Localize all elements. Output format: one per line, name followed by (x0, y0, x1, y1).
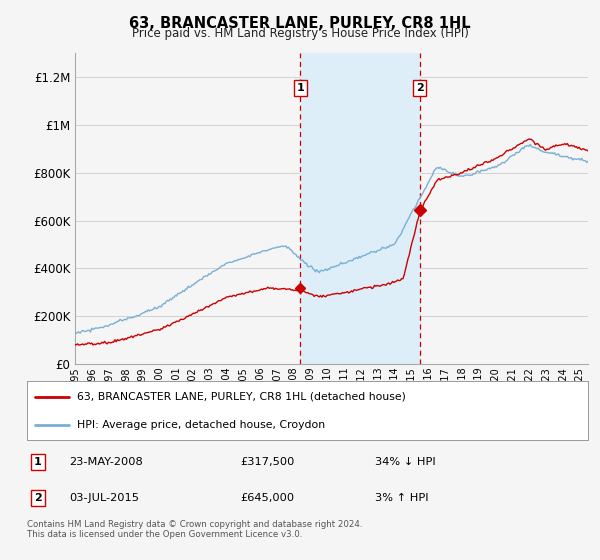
Text: 23-MAY-2008: 23-MAY-2008 (69, 457, 143, 467)
Text: 2: 2 (416, 83, 424, 93)
Text: 1: 1 (296, 83, 304, 93)
Text: HPI: Average price, detached house, Croydon: HPI: Average price, detached house, Croy… (77, 420, 326, 430)
Text: £645,000: £645,000 (240, 493, 295, 503)
Text: Contains HM Land Registry data © Crown copyright and database right 2024.
This d: Contains HM Land Registry data © Crown c… (27, 520, 362, 539)
Bar (300, 53, 420, 364)
Text: 1: 1 (34, 457, 41, 467)
Text: 2: 2 (34, 493, 41, 503)
Text: Price paid vs. HM Land Registry's House Price Index (HPI): Price paid vs. HM Land Registry's House … (131, 27, 469, 40)
Text: 63, BRANCASTER LANE, PURLEY, CR8 1HL (detached house): 63, BRANCASTER LANE, PURLEY, CR8 1HL (de… (77, 391, 406, 402)
Text: 03-JUL-2015: 03-JUL-2015 (69, 493, 139, 503)
Text: 63, BRANCASTER LANE, PURLEY, CR8 1HL: 63, BRANCASTER LANE, PURLEY, CR8 1HL (129, 16, 471, 31)
Text: £317,500: £317,500 (240, 457, 295, 467)
Text: 34% ↓ HPI: 34% ↓ HPI (375, 457, 436, 467)
Text: 3% ↑ HPI: 3% ↑ HPI (375, 493, 428, 503)
